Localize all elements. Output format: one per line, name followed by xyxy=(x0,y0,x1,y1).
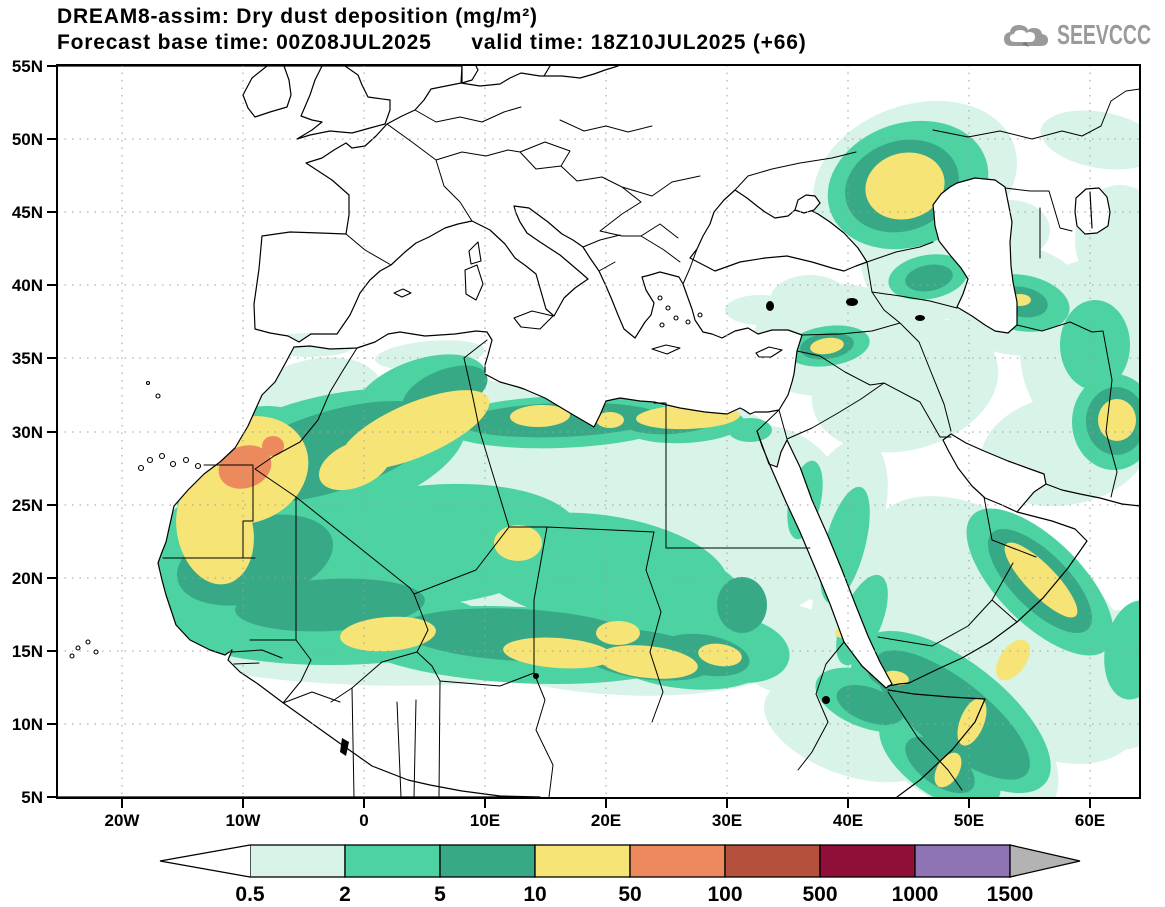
logo-wordmark: SEEVCCC xyxy=(1057,19,1151,50)
lat-label: 50N xyxy=(12,130,43,149)
aral-sea xyxy=(1074,187,1111,235)
caspian-sea xyxy=(932,177,1018,334)
colorbar-tick: 0.5 xyxy=(235,883,265,906)
colorbar-tick: 500 xyxy=(802,883,837,906)
lon-label: 50E xyxy=(954,811,984,830)
lon-label: 60E xyxy=(1075,811,1105,830)
colorbar-swatch xyxy=(819,844,916,878)
lat-label: 45N xyxy=(12,203,43,222)
lon-label: 20W xyxy=(105,811,141,830)
page-title: DREAM8-assim: Dry dust deposition (mg/m²… xyxy=(57,5,538,28)
lakes xyxy=(340,298,925,756)
colorbar-tick: 50 xyxy=(618,883,641,906)
seevccc-logo: SEEVCCC xyxy=(1000,18,1153,52)
colorbar-swatch xyxy=(344,844,441,878)
lat-label: 5N xyxy=(21,788,43,807)
lat-label: 15N xyxy=(12,642,43,661)
lon-label: 30E xyxy=(712,811,742,830)
colorbar-overflow-arrow xyxy=(1009,844,1081,878)
colorbar-swatch xyxy=(629,844,726,878)
logo-text: SEEVCCC xyxy=(1057,19,1151,50)
page-subtitle: Forecast base time: 00Z08JUL2025 valid t… xyxy=(57,31,807,54)
colorbar-swatch xyxy=(439,844,536,878)
lat-label: 35N xyxy=(12,349,43,368)
lat-label: 25N xyxy=(12,496,43,515)
colorbar: 0.5 2 5 10 50 100 500 1000 1500 xyxy=(159,844,1081,906)
colorbar-swatch xyxy=(534,844,631,878)
contour-level-50-100 xyxy=(218,436,284,489)
lat-label: 40N xyxy=(12,276,43,295)
lat-label: 20N xyxy=(12,569,43,588)
axis-ticks xyxy=(47,65,1091,808)
cloud-icon xyxy=(1004,25,1048,47)
graticule xyxy=(57,65,1140,798)
lon-label: 10E xyxy=(470,811,500,830)
islands xyxy=(69,241,783,659)
latitude-axis: 55N 50N 45N 40N 35N 30N 25N 20N 15N 10N … xyxy=(12,57,43,807)
colorbar-tick: 2 xyxy=(339,883,351,906)
lat-label: 55N xyxy=(12,57,43,76)
colorbar-tick: 5 xyxy=(434,883,446,906)
colorbar-swatch xyxy=(914,844,1011,878)
lon-label: 20E xyxy=(591,811,621,830)
country-borders xyxy=(162,88,1140,798)
colorbar-underflow-arrow xyxy=(159,844,251,878)
longitude-axis: 20W 10W 0 10E 20E 30E 40E 50E 60E xyxy=(105,811,1106,830)
lat-label: 10N xyxy=(12,715,43,734)
sea-of-azov xyxy=(794,194,821,214)
colorbar-tick: 1500 xyxy=(987,883,1034,906)
colorbar-swatch xyxy=(724,844,821,878)
atlantic-mediterranean-sea xyxy=(57,65,803,798)
lon-label: 10W xyxy=(226,811,262,830)
colorbar-tick: 100 xyxy=(707,883,742,906)
lon-label: 0 xyxy=(359,811,368,830)
header: DREAM8-assim: Dry dust deposition (mg/m²… xyxy=(57,4,807,56)
persian-gulf xyxy=(942,433,1047,513)
colorbar-swatch xyxy=(249,844,346,878)
colorbar-tick: 1000 xyxy=(892,883,939,906)
lon-label: 40E xyxy=(833,811,863,830)
colorbar-tick: 10 xyxy=(523,883,546,906)
lat-label: 30N xyxy=(12,423,43,442)
red-sea xyxy=(756,430,893,689)
